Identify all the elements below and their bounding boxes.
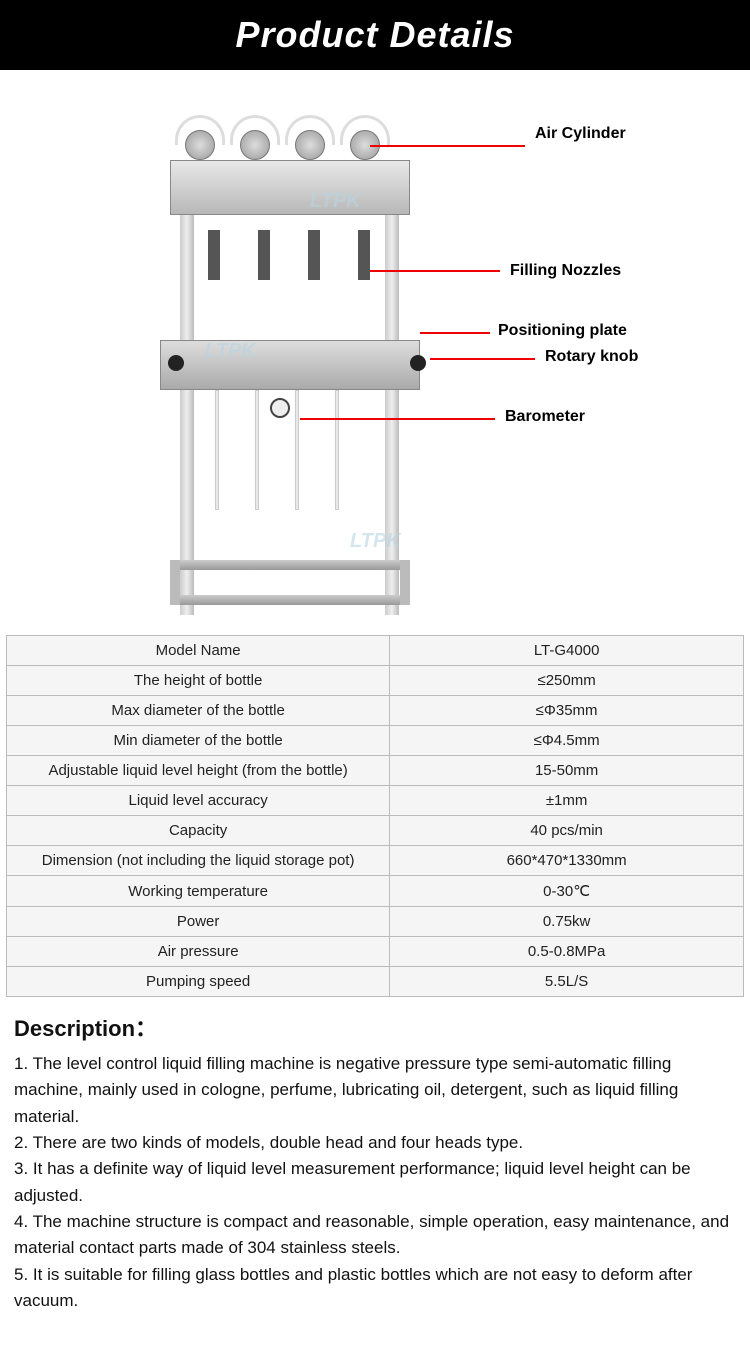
callout-line xyxy=(370,270,500,272)
spec-value: ≤Φ4.5mm xyxy=(390,726,744,756)
callout-filling-nozzles: Filling Nozzles xyxy=(510,262,621,280)
description-line: 2. There are two kinds of models, double… xyxy=(14,1130,736,1156)
table-row: Max diameter of the bottle≤Φ35mm xyxy=(7,696,744,726)
spec-label: Pumping speed xyxy=(7,967,390,997)
description-line: 5. It is suitable for filling glass bott… xyxy=(14,1262,736,1315)
watermark: LTPK xyxy=(310,190,361,213)
table-row: Model NameLT-G4000 xyxy=(7,636,744,666)
product-diagram: LTPK LTPK LTPK Air Cylinder Filling Nozz… xyxy=(0,70,750,630)
spec-value: ±1mm xyxy=(390,786,744,816)
spec-value: 0.5-0.8MPa xyxy=(390,937,744,967)
spec-value: ≤Φ35mm xyxy=(390,696,744,726)
spec-label: Dimension (not including the liquid stor… xyxy=(7,846,390,876)
description-line: 1. The level control liquid filling mach… xyxy=(14,1051,736,1130)
spec-value: 5.5L/S xyxy=(390,967,744,997)
callout-line xyxy=(430,358,535,360)
spec-label: Air pressure xyxy=(7,937,390,967)
description-section: Description： 1. The level control liquid… xyxy=(0,997,750,1334)
table-row: Min diameter of the bottle≤Φ4.5mm xyxy=(7,726,744,756)
description-line: 3. It has a definite way of liquid level… xyxy=(14,1156,736,1209)
table-row: Air pressure0.5-0.8MPa xyxy=(7,937,744,967)
spec-label: The height of bottle xyxy=(7,666,390,696)
machine-illustration: LTPK LTPK LTPK xyxy=(160,120,440,610)
callout-rotary-knob: Rotary knob xyxy=(545,348,638,366)
spec-label: Working temperature xyxy=(7,876,390,907)
table-row: Working temperature0-30℃ xyxy=(7,876,744,907)
spec-label: Model Name xyxy=(7,636,390,666)
spec-label: Liquid level accuracy xyxy=(7,786,390,816)
watermark: LTPK xyxy=(205,340,256,363)
spec-label: Adjustable liquid level height (from the… xyxy=(7,756,390,786)
spec-label: Max diameter of the bottle xyxy=(7,696,390,726)
callout-barometer: Barometer xyxy=(505,408,585,426)
spec-value: LT-G4000 xyxy=(390,636,744,666)
description-title: Description： xyxy=(14,1011,736,1043)
table-row: Pumping speed5.5L/S xyxy=(7,967,744,997)
table-row: Liquid level accuracy±1mm xyxy=(7,786,744,816)
page-title: Product Details xyxy=(235,14,514,56)
spec-value: 40 pcs/min xyxy=(390,816,744,846)
table-row: The height of bottle≤250mm xyxy=(7,666,744,696)
callout-line xyxy=(420,332,490,334)
spec-label: Power xyxy=(7,907,390,937)
spec-label: Capacity xyxy=(7,816,390,846)
callout-line xyxy=(370,145,525,147)
spec-value: 660*470*1330mm xyxy=(390,846,744,876)
specs-table: Model NameLT-G4000The height of bottle≤2… xyxy=(6,635,744,997)
callout-air-cylinder: Air Cylinder xyxy=(535,125,626,143)
spec-value: ≤250mm xyxy=(390,666,744,696)
table-row: Capacity40 pcs/min xyxy=(7,816,744,846)
spec-value: 0.75kw xyxy=(390,907,744,937)
watermark: LTPK xyxy=(350,530,401,553)
table-row: Adjustable liquid level height (from the… xyxy=(7,756,744,786)
header-bar: Product Details xyxy=(0,0,750,70)
table-row: Dimension (not including the liquid stor… xyxy=(7,846,744,876)
description-line: 4. The machine structure is compact and … xyxy=(14,1209,736,1262)
spec-value: 0-30℃ xyxy=(390,876,744,907)
table-row: Power0.75kw xyxy=(7,907,744,937)
callout-positioning-plate: Positioning plate xyxy=(498,322,627,340)
callout-line xyxy=(300,418,495,420)
spec-label: Min diameter of the bottle xyxy=(7,726,390,756)
spec-value: 15-50mm xyxy=(390,756,744,786)
